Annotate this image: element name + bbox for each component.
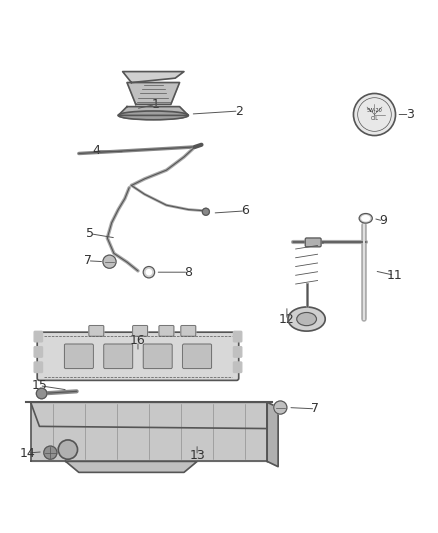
Polygon shape xyxy=(127,83,180,104)
FancyBboxPatch shape xyxy=(34,346,42,357)
FancyBboxPatch shape xyxy=(89,326,104,336)
Circle shape xyxy=(58,440,78,459)
Text: 15: 15 xyxy=(32,379,47,392)
Text: 14: 14 xyxy=(19,447,35,459)
Polygon shape xyxy=(123,71,184,83)
FancyBboxPatch shape xyxy=(64,344,93,368)
FancyBboxPatch shape xyxy=(305,238,321,247)
Text: 10: 10 xyxy=(305,237,321,250)
Circle shape xyxy=(353,93,396,135)
Ellipse shape xyxy=(297,312,316,326)
FancyBboxPatch shape xyxy=(143,344,172,368)
Text: 2: 2 xyxy=(235,104,243,117)
Text: 11: 11 xyxy=(386,269,402,282)
FancyBboxPatch shape xyxy=(159,326,174,336)
Text: 7: 7 xyxy=(84,254,92,268)
Circle shape xyxy=(44,446,57,459)
Text: 5: 5 xyxy=(86,227,94,240)
Circle shape xyxy=(146,270,152,275)
FancyBboxPatch shape xyxy=(233,332,242,342)
FancyBboxPatch shape xyxy=(34,362,42,373)
Text: 1: 1 xyxy=(152,98,159,111)
FancyBboxPatch shape xyxy=(104,344,133,368)
FancyBboxPatch shape xyxy=(133,326,148,336)
Circle shape xyxy=(202,208,209,215)
Ellipse shape xyxy=(359,214,372,223)
Text: 13: 13 xyxy=(189,449,205,462)
Text: 3: 3 xyxy=(406,108,413,121)
FancyBboxPatch shape xyxy=(181,326,196,336)
Text: 4: 4 xyxy=(92,144,100,157)
Text: OIL: OIL xyxy=(371,116,378,122)
Ellipse shape xyxy=(288,307,325,331)
Polygon shape xyxy=(31,402,267,462)
Ellipse shape xyxy=(118,111,188,120)
Text: 7: 7 xyxy=(311,402,319,415)
Circle shape xyxy=(143,266,155,278)
FancyBboxPatch shape xyxy=(37,332,239,381)
FancyBboxPatch shape xyxy=(233,362,242,373)
Text: 5W-20: 5W-20 xyxy=(367,108,382,112)
Ellipse shape xyxy=(362,216,370,221)
Text: 8: 8 xyxy=(184,265,192,279)
Text: 12: 12 xyxy=(279,313,295,326)
Circle shape xyxy=(36,388,47,399)
Text: 16: 16 xyxy=(130,335,146,348)
Polygon shape xyxy=(267,402,278,467)
FancyBboxPatch shape xyxy=(233,346,242,357)
Text: 9: 9 xyxy=(379,214,387,228)
Polygon shape xyxy=(66,462,197,472)
Polygon shape xyxy=(118,107,188,115)
FancyBboxPatch shape xyxy=(183,344,212,368)
Circle shape xyxy=(274,401,287,414)
Text: 6: 6 xyxy=(241,204,249,217)
Polygon shape xyxy=(31,402,267,429)
FancyBboxPatch shape xyxy=(34,332,42,342)
Circle shape xyxy=(103,255,116,268)
